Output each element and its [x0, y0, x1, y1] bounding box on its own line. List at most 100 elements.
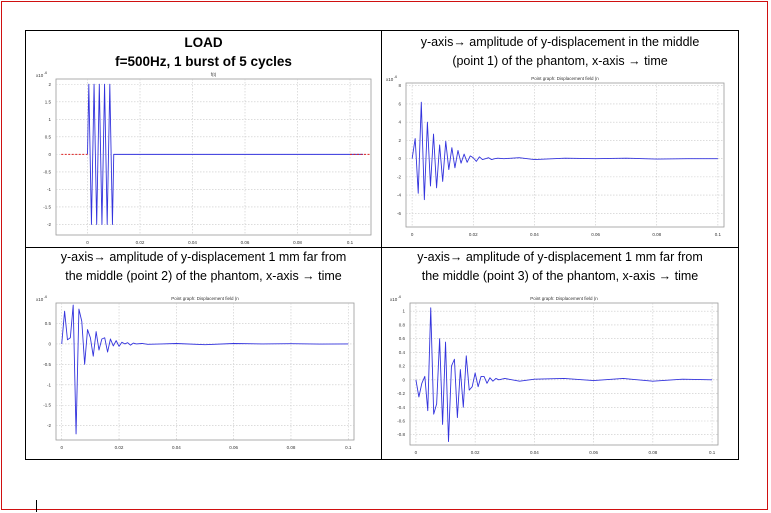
y-tick-label: 0 — [402, 377, 405, 382]
y-tick-label: 1 — [402, 309, 405, 314]
x-tick-label: 0.08 — [652, 232, 661, 237]
y-tick-label: 1 — [48, 117, 51, 122]
y-tick-label: 0.5 — [45, 321, 52, 326]
y-tick-label: -2 — [47, 222, 51, 227]
x-tick-label: 0 — [86, 240, 89, 245]
y-tick-label: 0 — [398, 156, 401, 161]
chart-title: Point graph: Displacement field (n — [530, 296, 598, 301]
panel-point2: y-axis→ amplitude of y-displacement 1 mm… — [26, 248, 381, 459]
y-tick-label: 6 — [398, 101, 401, 106]
x-tick-label: 0 — [415, 450, 418, 455]
exponent-power: -6 — [44, 295, 47, 299]
x-tick-label: 0.08 — [287, 445, 296, 450]
y-tick-label: 4 — [398, 120, 401, 125]
load-chart: f(t) x10 -6 2 1.5 1 0.5 0 -0.5 -1 -1.5 -2 0 0.02 0.04 0… — [36, 71, 372, 245]
x-tick-label: 0 — [411, 232, 414, 237]
series-line — [411, 101, 718, 201]
y-tick-label: -6 — [397, 211, 401, 216]
y-tick-label: -4 — [397, 193, 401, 198]
exponent-label: x10 — [386, 77, 394, 82]
plot-area — [55, 302, 355, 441]
y-tick-label: 0.2 — [399, 364, 406, 369]
panel-point3: y-axis→ amplitude of y-displacement 1 mm… — [382, 248, 738, 459]
panel-caption: LOAD f=500Hz, 1 burst of 5 cycles — [26, 33, 381, 71]
series-line — [415, 307, 713, 443]
figure-table — [25, 30, 739, 460]
point2-chart: Point graph: Displacement field (n x10 -6 0… — [36, 295, 355, 450]
panel-caption: y-axis→ amplitude of y-displacement 1 mm… — [26, 248, 381, 286]
x-tick-label: 0.02 — [471, 450, 480, 455]
caption-line: y-axis→ amplitude of y-displacement 1 mm… — [60, 250, 347, 264]
y-tick-label: 0.6 — [399, 336, 406, 341]
y-tick-label: 1.5 — [45, 99, 52, 104]
point3-chart: Point graph: Displacement field (n x10 -6 1… — [390, 295, 719, 455]
chart-title: f(t) — [211, 72, 217, 77]
y-tick-label: 0 — [48, 341, 51, 346]
y-tick-label: 0.8 — [399, 322, 406, 327]
caption-line: (point 1) of the phantom, x-axis → time — [452, 54, 668, 68]
x-tick-label: 0.02 — [115, 445, 124, 450]
y-tick-label: 8 — [398, 83, 401, 88]
exponent-power: -6 — [44, 71, 47, 75]
x-tick-label: 0.08 — [648, 450, 657, 455]
chart-title: Point graph: Displacement field (n — [171, 296, 239, 301]
y-tick-label: 2 — [48, 82, 51, 87]
y-tick-label: -2 — [397, 174, 401, 179]
series-line — [87, 83, 364, 225]
exponent-label: x10 — [36, 297, 44, 302]
caption-line: the middle (point 2) of the phantom, x-a… — [65, 269, 342, 283]
y-tick-label: -0.5 — [43, 169, 51, 174]
exponent-label: x10 — [390, 297, 398, 302]
caption-line: f=500Hz, 1 burst of 5 cycles — [115, 54, 292, 69]
y-tick-label: 0.5 — [45, 134, 52, 139]
chart-title: Point graph: Displacement field (n — [531, 76, 599, 81]
caption-line: the middle (point 3) of the phantom, x-a… — [421, 269, 699, 283]
x-tick-label: 0.02 — [136, 240, 145, 245]
x-tick-label: 0.04 — [188, 240, 197, 245]
caption-line: y-axis→ amplitude of y-displacement 1 mm… — [417, 250, 703, 264]
table-divider-vertical — [381, 30, 382, 460]
exponent-power: -6 — [394, 75, 397, 79]
panel-caption: y-axis→ amplitude of y-displacement 1 mm… — [382, 248, 738, 286]
exponent-label: x10 — [36, 73, 44, 78]
plot-area — [409, 302, 719, 446]
x-tick-label: 0.06 — [241, 240, 250, 245]
caption-line: LOAD — [184, 35, 223, 50]
x-tick-label: 0.06 — [229, 445, 238, 450]
y-tick-label: -2 — [47, 423, 51, 428]
y-tick-label: 0 — [48, 152, 51, 157]
y-tick-label: 2 — [398, 138, 401, 143]
x-tick-label: 0.1 — [345, 445, 352, 450]
y-tick-label: -1 — [47, 382, 51, 387]
y-tick-label: -0.8 — [397, 432, 405, 437]
x-tick-label: 0.04 — [530, 450, 539, 455]
x-tick-label: 0.06 — [589, 450, 598, 455]
y-tick-label: -0.6 — [397, 418, 405, 423]
caption-line: y-axis→ amplitude of y-displacement in t… — [420, 35, 700, 49]
x-tick-label: 0.04 — [530, 232, 539, 237]
x-tick-label: 0.02 — [469, 232, 478, 237]
table-divider-horizontal — [25, 247, 739, 248]
text-cursor — [36, 500, 37, 512]
series-line — [61, 304, 349, 435]
x-tick-label: 0 — [60, 445, 63, 450]
x-tick-label: 0.1 — [709, 450, 716, 455]
y-tick-label: -0.5 — [43, 362, 51, 367]
y-tick-label: -0.4 — [397, 405, 405, 410]
panel-caption: y-axis→ amplitude of y-displacement in t… — [382, 33, 738, 71]
y-tick-label: -1.5 — [43, 204, 51, 209]
y-tick-label: -1.5 — [43, 403, 51, 408]
plot-area — [405, 82, 725, 228]
y-tick-label: -1 — [47, 187, 51, 192]
x-tick-label: 0.1 — [715, 232, 722, 237]
panel-load: LOAD f=500Hz, 1 burst of 5 cycles f(t) x1… — [26, 31, 381, 247]
exponent-power: -6 — [398, 295, 401, 299]
x-tick-label: 0.06 — [591, 232, 600, 237]
y-tick-label: -0.2 — [397, 391, 405, 396]
y-tick-label: 0.4 — [399, 350, 406, 355]
x-tick-label: 0.1 — [347, 240, 354, 245]
x-tick-label: 0.04 — [172, 445, 181, 450]
x-tick-label: 0.08 — [293, 240, 302, 245]
panel-point1: y-axis→ amplitude of y-displacement in t… — [382, 31, 738, 247]
